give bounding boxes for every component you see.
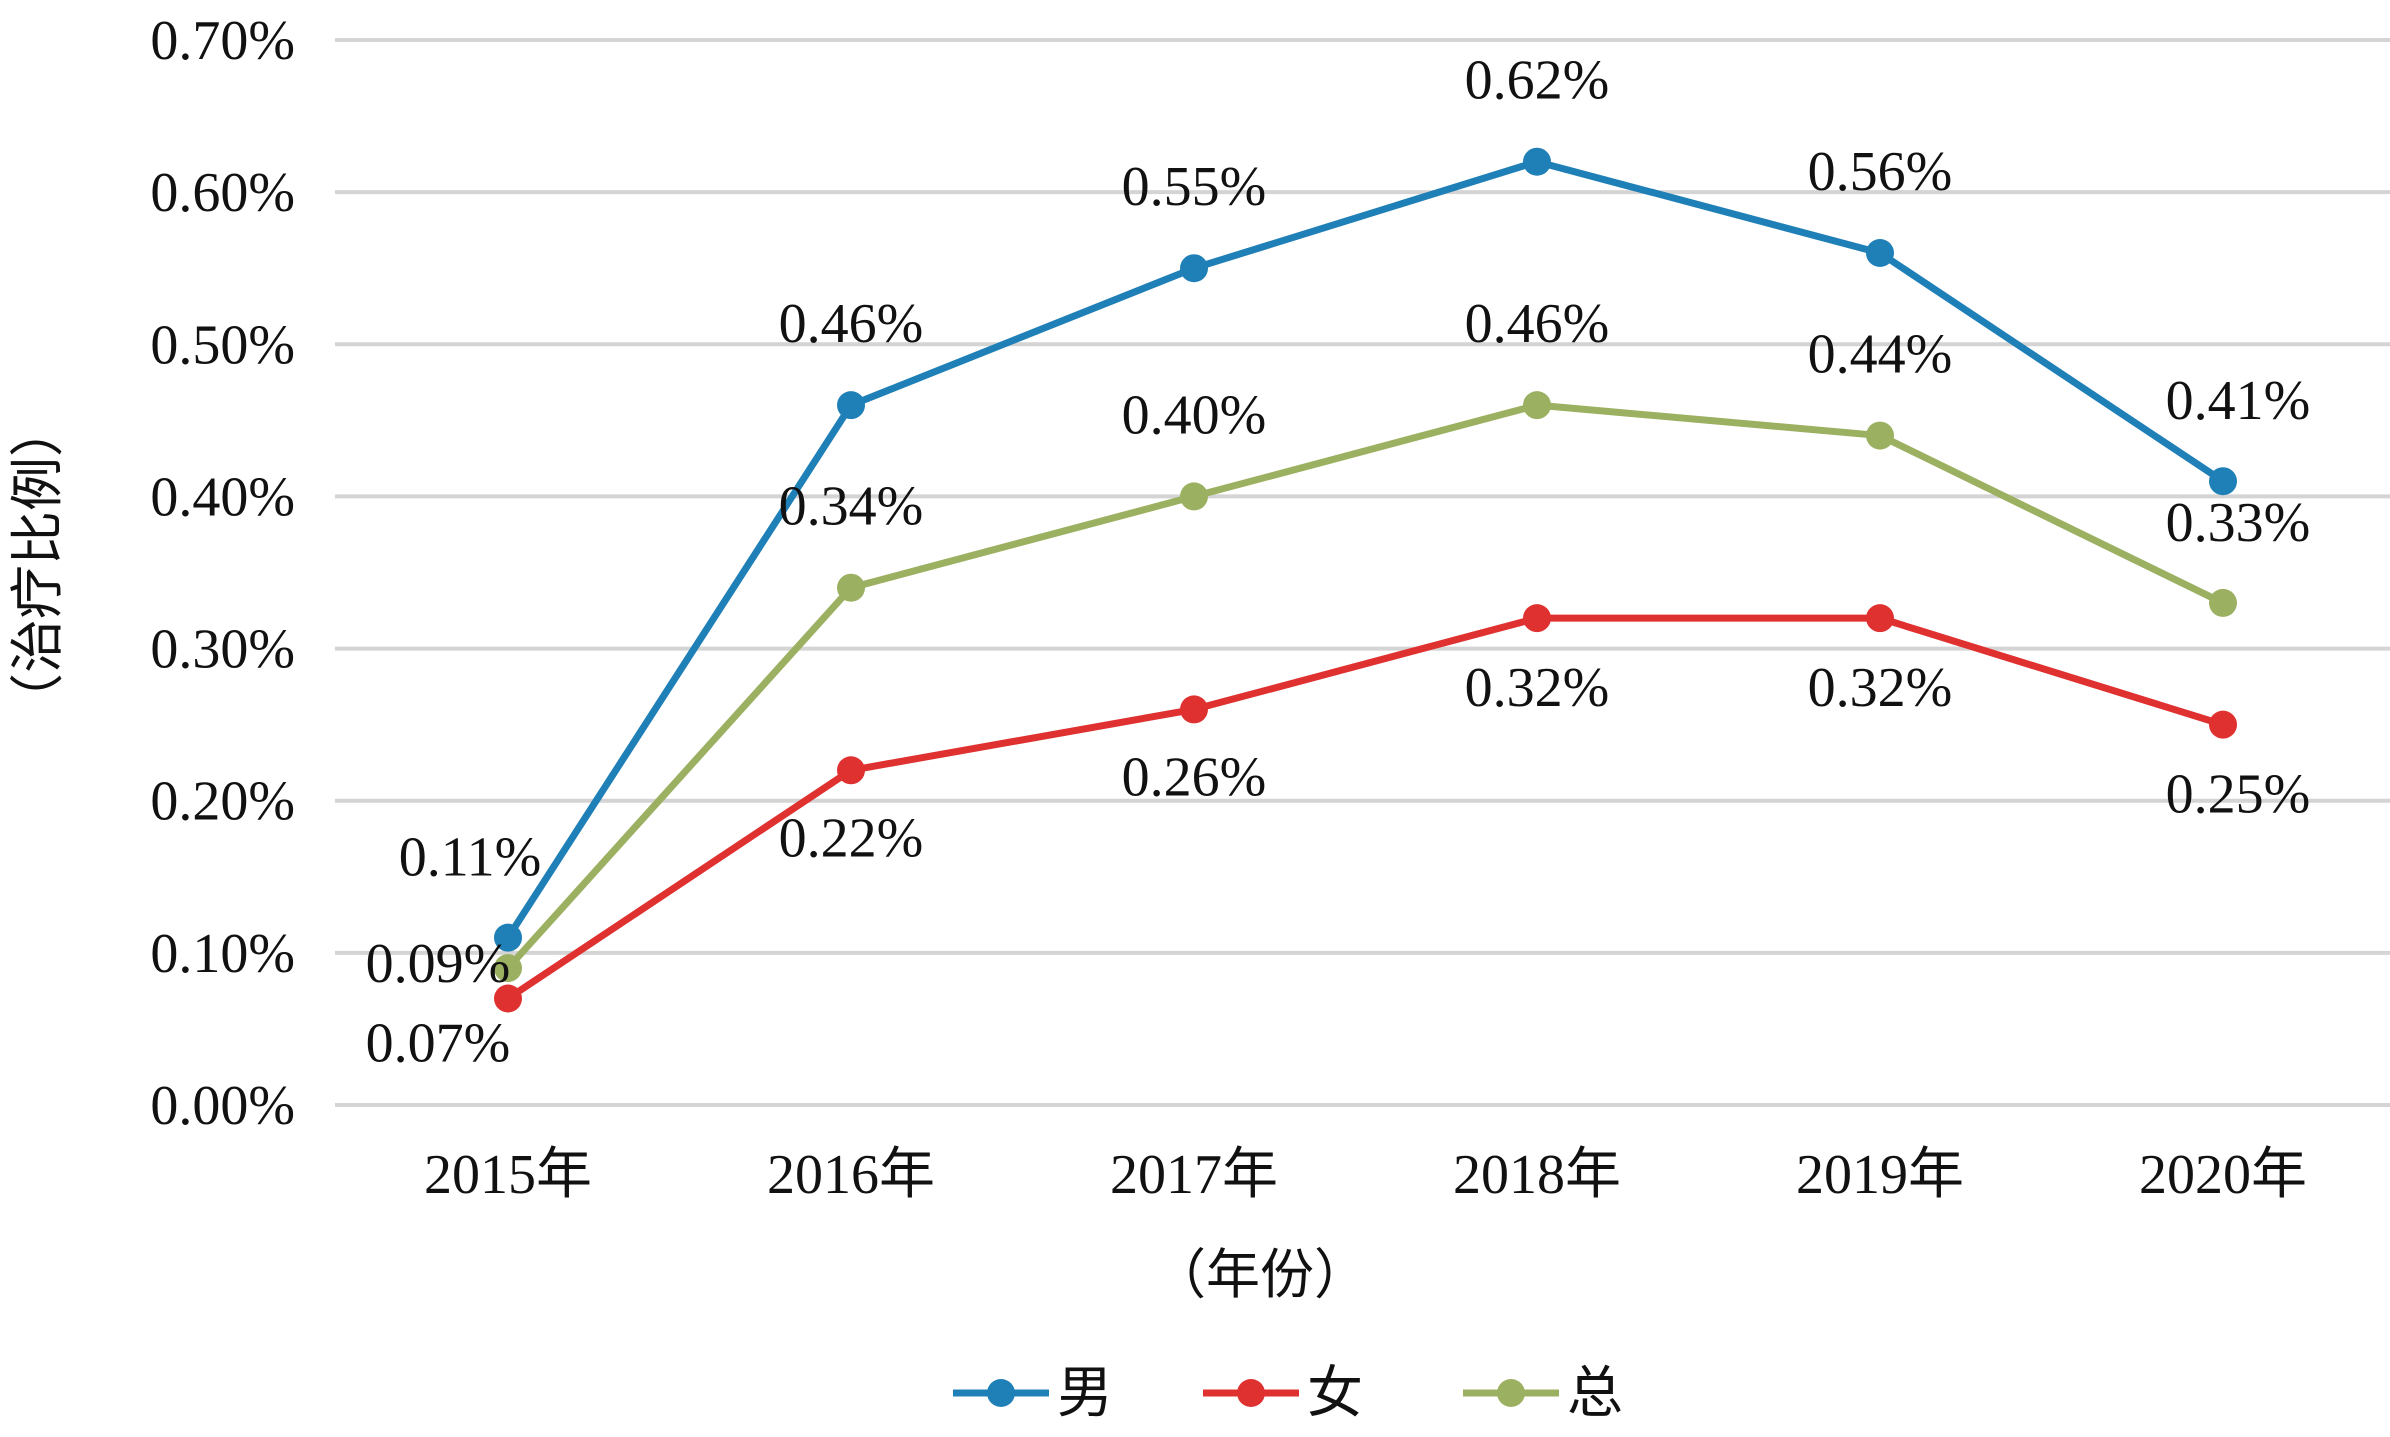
x-axis-title: （年份） bbox=[1152, 1245, 1368, 1305]
legend-label: 女 bbox=[1307, 1363, 1363, 1425]
x-tick-label: 2020年 bbox=[2139, 1144, 2307, 1206]
data-label: 0.41% bbox=[2166, 370, 2311, 432]
x-tick-label: 2016年 bbox=[767, 1144, 935, 1206]
data-label: 0.25% bbox=[2166, 764, 2311, 826]
data-label: 0.55% bbox=[1122, 156, 1267, 218]
x-tick-label: 2019年 bbox=[1796, 1144, 1964, 1206]
series-0 bbox=[494, 147, 2237, 952]
gridlines bbox=[335, 38, 2390, 1107]
series-2 bbox=[494, 391, 2237, 983]
data-point bbox=[1866, 421, 1894, 450]
data-label: 0.11% bbox=[399, 827, 542, 889]
series-line bbox=[505, 401, 2225, 971]
y-tick-label: 0.30% bbox=[150, 619, 295, 681]
y-tick-label: 0.50% bbox=[150, 314, 295, 376]
x-tick-label: 2017年 bbox=[1110, 1144, 1278, 1206]
data-point bbox=[837, 756, 865, 785]
data-point bbox=[2209, 467, 2237, 496]
data-point bbox=[1523, 604, 1551, 633]
data-label: 0.44% bbox=[1808, 324, 1953, 386]
data-label: 0.26% bbox=[1122, 746, 1267, 808]
legend: 男女总 bbox=[953, 1363, 1623, 1425]
legend-label: 男 bbox=[1057, 1363, 1113, 1425]
data-label: 0.33% bbox=[2166, 492, 2311, 554]
data-point bbox=[837, 391, 865, 420]
legend-marker bbox=[987, 1379, 1015, 1407]
data-point bbox=[1866, 604, 1894, 633]
data-label: 0.46% bbox=[779, 293, 924, 355]
data-point bbox=[494, 923, 522, 952]
data-point bbox=[494, 984, 522, 1013]
y-tick-label: 0.40% bbox=[150, 466, 295, 528]
legend-item-1: 女 bbox=[1203, 1363, 1363, 1425]
legend-marker bbox=[1237, 1379, 1265, 1407]
data-label: 0.22% bbox=[779, 807, 924, 869]
data-labels: 0.11% 0.46% 0.55% 0.62% 0.56% 0.41% 0.07% 0.22%… bbox=[366, 50, 2311, 1075]
x-axis-ticks: 2015年 2016年 2017年 2018年 2019年 2020年 bbox=[424, 1144, 2307, 1206]
x-tick-label: 2015年 bbox=[424, 1144, 592, 1206]
data-label: 0.46% bbox=[1465, 293, 1610, 355]
data-point bbox=[1180, 695, 1208, 724]
data-label: 0.32% bbox=[1465, 657, 1610, 719]
data-label: 0.07% bbox=[366, 1013, 511, 1075]
y-axis-title: （治疗比例） bbox=[8, 403, 68, 727]
data-point bbox=[2209, 588, 2237, 617]
data-label: 0.34% bbox=[779, 476, 924, 538]
data-label: 0.40% bbox=[1122, 384, 1267, 446]
series-1 bbox=[494, 604, 2237, 1013]
data-label: 0.32% bbox=[1808, 657, 1953, 719]
legend-item-0: 男 bbox=[953, 1363, 1113, 1425]
data-point bbox=[1866, 239, 1894, 267]
series-line bbox=[505, 158, 2225, 940]
y-tick-label: 0.70% bbox=[150, 10, 295, 72]
legend-marker bbox=[1497, 1379, 1525, 1407]
x-tick-label: 2018年 bbox=[1453, 1144, 1621, 1206]
data-label: 0.09% bbox=[366, 933, 511, 995]
data-point bbox=[1180, 482, 1208, 511]
data-label: 0.56% bbox=[1808, 141, 1953, 203]
data-point bbox=[1180, 254, 1208, 283]
y-tick-label: 0.00% bbox=[150, 1075, 295, 1137]
data-point bbox=[1523, 147, 1551, 176]
data-point bbox=[494, 954, 522, 983]
y-tick-label: 0.10% bbox=[150, 923, 295, 985]
y-axis-ticks: 0.00% 0.10% 0.20% 0.30% 0.40% 0.50% 0.60% 0.70% bbox=[150, 10, 295, 1137]
y-tick-label: 0.60% bbox=[150, 162, 295, 224]
data-point bbox=[2209, 710, 2237, 739]
data-point bbox=[1523, 391, 1551, 420]
data-point bbox=[837, 573, 865, 602]
y-tick-label: 0.20% bbox=[150, 771, 295, 833]
legend-label: 总 bbox=[1567, 1363, 1623, 1425]
data-label: 0.62% bbox=[1465, 50, 1610, 112]
series-lines bbox=[494, 147, 2237, 1013]
legend-item-2: 总 bbox=[1463, 1363, 1623, 1425]
series-line bbox=[506, 614, 2225, 1002]
